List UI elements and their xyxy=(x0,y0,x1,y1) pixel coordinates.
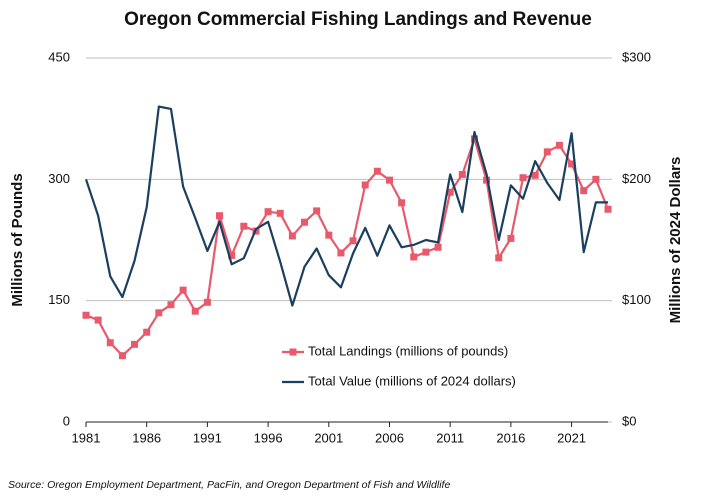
data-point xyxy=(398,199,406,207)
data-point xyxy=(592,175,600,183)
data-point xyxy=(373,167,381,175)
legend-label: Total Landings (millions of pounds) xyxy=(308,343,508,358)
series-line xyxy=(84,105,608,307)
data-point xyxy=(82,311,90,319)
data-point xyxy=(203,298,211,306)
data-point xyxy=(240,222,248,230)
data-point xyxy=(143,328,151,336)
data-point xyxy=(604,205,612,213)
data-point xyxy=(531,171,539,179)
legend-marker xyxy=(289,348,297,356)
y2-tick-label: $100 xyxy=(622,292,651,307)
data-point xyxy=(313,207,321,215)
data-point xyxy=(179,286,187,294)
x-tick-label: 1986 xyxy=(132,430,161,445)
y-axis-label: Millions of Pounds xyxy=(9,173,26,306)
data-point xyxy=(288,232,296,240)
y2-tick-label: $0 xyxy=(622,413,636,428)
x-tick-label: 1991 xyxy=(193,430,222,445)
data-point xyxy=(131,340,139,348)
y-tick-label: 150 xyxy=(48,292,70,307)
data-point xyxy=(228,251,236,259)
data-point xyxy=(555,141,563,149)
x-tick-label: 1996 xyxy=(254,430,283,445)
x-tick-label: 2021 xyxy=(557,430,586,445)
data-point xyxy=(568,160,576,168)
legend-label: Total Value (millions of 2024 dollars) xyxy=(308,373,516,388)
data-point xyxy=(446,188,454,196)
x-tick-label: 2011 xyxy=(436,430,464,445)
data-point xyxy=(155,309,163,317)
y2-axis-label: Millions of 2024 Dollars xyxy=(667,157,684,324)
data-point xyxy=(385,176,393,184)
data-point xyxy=(216,212,224,220)
y-tick-label: 0 xyxy=(63,413,70,428)
data-point xyxy=(325,231,333,239)
data-point xyxy=(337,249,345,257)
data-point xyxy=(191,307,199,315)
data-point xyxy=(458,170,466,178)
data-point xyxy=(495,254,503,262)
y2-tick-label: $300 xyxy=(622,49,651,64)
chart-title: Oregon Commercial Fishing Landings and R… xyxy=(124,9,592,30)
data-point xyxy=(301,218,309,226)
data-point xyxy=(580,187,588,195)
y-tick-label: 300 xyxy=(48,171,70,186)
data-point xyxy=(410,253,418,261)
x-tick-label: 2006 xyxy=(375,430,404,445)
data-point xyxy=(543,148,551,156)
y2-tick-label: $200 xyxy=(622,171,651,186)
data-point xyxy=(276,209,284,217)
data-point xyxy=(349,237,357,245)
x-tick-label: 2016 xyxy=(496,430,525,445)
data-point xyxy=(507,234,515,242)
data-point xyxy=(361,181,369,189)
data-point xyxy=(167,301,175,309)
source-note: Source: Oregon Employment Department, Pa… xyxy=(8,479,450,491)
data-point xyxy=(519,174,527,182)
data-point xyxy=(94,316,102,324)
data-point xyxy=(106,339,114,347)
data-point xyxy=(264,208,272,216)
y-tick-label: 450 xyxy=(48,49,70,64)
data-point xyxy=(434,243,442,251)
data-point xyxy=(422,248,430,256)
data-point xyxy=(118,352,126,360)
x-tick-label: 1981 xyxy=(72,430,101,445)
x-tick-label: 2001 xyxy=(314,430,343,445)
